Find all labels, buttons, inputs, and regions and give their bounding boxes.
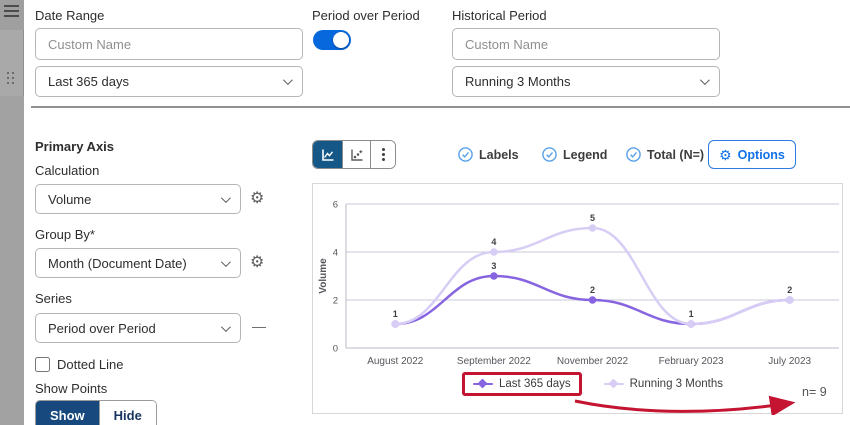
data-point-label: 4 bbox=[491, 237, 496, 247]
chevron-down-icon bbox=[220, 256, 231, 267]
y-tick-label: 0 bbox=[333, 344, 338, 355]
y-axis-title: Volume bbox=[318, 258, 329, 294]
check-circle-icon bbox=[542, 147, 557, 162]
chevron-down-icon bbox=[282, 75, 293, 86]
total-n-toggle-label: Total (N=) bbox=[647, 147, 705, 162]
legend-item-label: Running 3 Months bbox=[629, 378, 723, 390]
volume-line-chart: 0 2 4 6 Volume August 2022 September 2022 Novem… bbox=[318, 200, 839, 367]
gear-icon: ⚙ bbox=[719, 146, 732, 163]
chevron-down-icon bbox=[220, 192, 231, 203]
menu-icon[interactable] bbox=[4, 5, 19, 20]
check-circle-icon bbox=[626, 147, 641, 162]
dotted-line-checkbox[interactable] bbox=[35, 357, 50, 372]
data-point-label: 5 bbox=[590, 213, 595, 223]
legend-item[interactable]: Last 365 days bbox=[462, 372, 582, 396]
chevron-down-icon bbox=[699, 75, 710, 86]
historical-period-select[interactable]: Running 3 Months bbox=[452, 66, 720, 97]
more-chart-options-button[interactable] bbox=[371, 141, 395, 168]
x-tick-label: November 2022 bbox=[557, 356, 629, 367]
calculation-label: Calculation bbox=[35, 163, 100, 178]
date-range-selected-value: Last 365 days bbox=[48, 74, 129, 89]
total-n-toggle[interactable]: Total (N=) bbox=[626, 147, 704, 162]
primary-axis-title: Primary Axis bbox=[35, 139, 115, 154]
legend-toggle-label: Legend bbox=[563, 147, 608, 162]
date-range-select[interactable]: Last 365 days bbox=[35, 66, 303, 97]
labels-toggle[interactable]: Labels bbox=[458, 147, 519, 162]
total-n-value: n= 9 bbox=[802, 385, 827, 399]
series-line bbox=[395, 226, 790, 326]
y-tick-label: 4 bbox=[333, 248, 338, 259]
legend-toggle[interactable]: Legend bbox=[542, 147, 607, 162]
period-over-period-toggle[interactable] bbox=[313, 30, 351, 50]
rail-bottom-section bbox=[0, 96, 24, 425]
series-selected-value: Period over Period bbox=[48, 320, 156, 336]
legend-marker-icon bbox=[473, 378, 494, 389]
show-button[interactable]: Show bbox=[36, 401, 99, 425]
data-point-label: 3 bbox=[491, 261, 496, 271]
calculation-select[interactable]: Volume bbox=[35, 184, 241, 214]
legend-item-label: Last 365 days bbox=[499, 378, 571, 390]
data-point-label: 1 bbox=[393, 309, 398, 319]
legend-item[interactable]: Running 3 Months bbox=[603, 378, 723, 390]
data-point[interactable] bbox=[490, 248, 498, 256]
options-button[interactable]: ⚙ Options bbox=[708, 140, 796, 169]
data-point[interactable] bbox=[588, 224, 597, 232]
group-by-select[interactable]: Month (Document Date) bbox=[35, 248, 241, 278]
chart-legend: Last 365 days Running 3 Months bbox=[343, 372, 842, 396]
drag-handle-icon[interactable] bbox=[7, 72, 17, 84]
show-points-button-group: Show Hide bbox=[35, 400, 157, 425]
calculation-selected-value: Volume bbox=[48, 191, 92, 207]
chevron-down-icon bbox=[220, 321, 231, 332]
historical-period-custom-name-input[interactable] bbox=[452, 28, 720, 60]
data-point-label: 1 bbox=[689, 309, 694, 319]
chart-panel: 0 2 4 6 Volume August 2022 September 2022 Novem… bbox=[312, 183, 843, 415]
data-point[interactable] bbox=[687, 320, 695, 328]
y-tick-label: 2 bbox=[333, 296, 338, 307]
data-point[interactable] bbox=[490, 272, 498, 280]
period-over-period-label: Period over Period bbox=[312, 8, 420, 23]
x-tick-label: September 2022 bbox=[457, 356, 531, 367]
data-point-label: 2 bbox=[787, 285, 792, 295]
chart-type-button-group bbox=[312, 140, 396, 169]
x-tick-label: February 2023 bbox=[659, 356, 724, 367]
x-tick-label: July 2023 bbox=[768, 356, 811, 367]
y-tick-label: 6 bbox=[333, 200, 338, 211]
show-points-label: Show Points bbox=[35, 381, 108, 396]
series-label: Series bbox=[35, 291, 72, 306]
x-tick-label: August 2022 bbox=[367, 356, 424, 367]
calculation-settings-gear-icon[interactable]: ⚙ bbox=[250, 190, 265, 207]
dotted-line-label: Dotted Line bbox=[57, 357, 124, 372]
legend-marker-icon bbox=[603, 378, 624, 389]
historical-period-selected-value: Running 3 Months bbox=[465, 74, 571, 89]
options-button-label: Options bbox=[737, 147, 785, 162]
group-by-label: Group By* bbox=[35, 227, 95, 242]
toggle-knob bbox=[333, 32, 349, 48]
date-range-label: Date Range bbox=[35, 8, 105, 23]
left-rail bbox=[0, 0, 24, 425]
data-point-label: 2 bbox=[590, 285, 595, 295]
line-chart-icon bbox=[321, 149, 333, 161]
scatter-chart-icon bbox=[350, 149, 362, 161]
hide-button[interactable]: Hide bbox=[98, 401, 156, 425]
group-by-settings-gear-icon[interactable]: ⚙ bbox=[250, 254, 265, 271]
section-divider bbox=[31, 106, 850, 108]
check-circle-icon bbox=[458, 147, 473, 162]
point-chart-type-button[interactable] bbox=[342, 141, 371, 168]
data-point[interactable] bbox=[588, 296, 597, 304]
ellipsis-icon bbox=[381, 148, 385, 151]
labels-toggle-label: Labels bbox=[479, 147, 519, 162]
data-point[interactable] bbox=[785, 296, 794, 304]
historical-period-label: Historical Period bbox=[452, 8, 547, 23]
series-select[interactable]: Period over Period bbox=[35, 313, 241, 343]
line-chart-type-button[interactable] bbox=[313, 141, 342, 168]
group-by-selected-value: Month (Document Date) bbox=[48, 255, 187, 271]
date-range-custom-name-input[interactable] bbox=[35, 28, 303, 60]
remove-series-button[interactable]: — bbox=[252, 318, 266, 334]
data-point[interactable] bbox=[391, 320, 400, 328]
